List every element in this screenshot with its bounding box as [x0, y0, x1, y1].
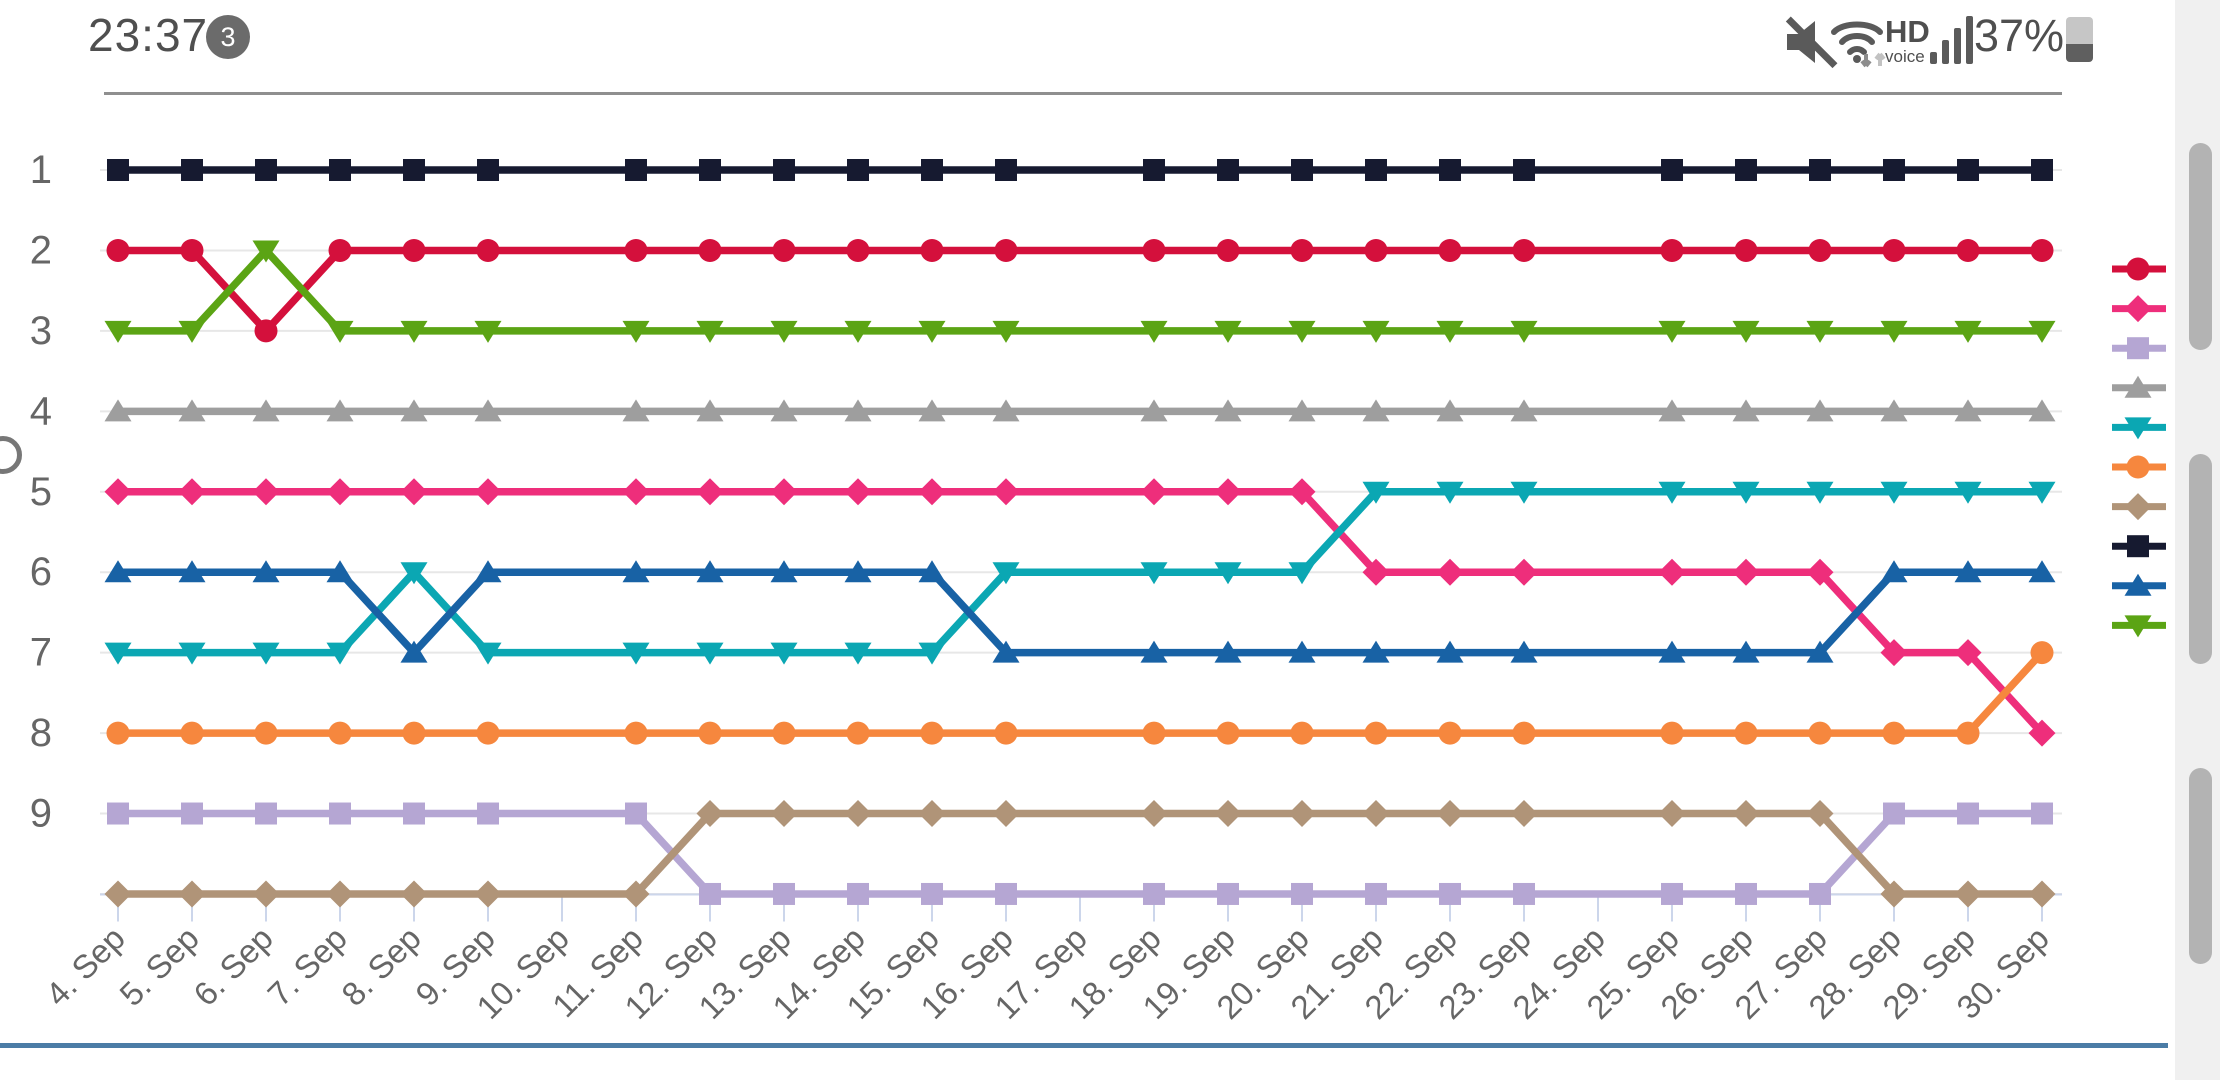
legend-item-green-triangle-down[interactable] — [2112, 615, 2166, 638]
y-axis-label: 9 — [30, 792, 52, 836]
y-axis-label: 5 — [30, 470, 52, 514]
legend-item-orange-circle[interactable] — [2112, 455, 2166, 479]
legend-item-red-circle[interactable] — [2112, 257, 2166, 281]
clipped-y-axis-title-fragment — [0, 436, 22, 474]
y-axis-label: 7 — [30, 631, 52, 675]
series-teal-triangle-down — [104, 481, 2056, 665]
legend-item-purple-square[interactable] — [2112, 337, 2166, 360]
series-gray-triangle-up — [104, 399, 2056, 422]
battery-percent-label: 37% — [1974, 10, 2065, 61]
x-axis-label: 4. Sep — [38, 919, 132, 1013]
voice-label: voice — [1885, 47, 1925, 66]
status-bar-divider — [104, 92, 2062, 95]
y-axis-label: 1 — [30, 148, 52, 192]
wifi-icon — [1831, 21, 1886, 68]
status-clock: 23:37 — [88, 9, 209, 61]
series-blue-triangle-up — [104, 560, 2056, 663]
hd-label: HD — [1885, 14, 1930, 49]
chart-legend[interactable] — [2112, 257, 2166, 638]
x-axis-label: 6. Sep — [186, 919, 280, 1013]
legend-item-brown-diamond[interactable] — [2112, 493, 2166, 521]
y-axis-label: 8 — [30, 711, 52, 755]
scrollbar-thumb[interactable] — [2189, 454, 2212, 664]
series-navy-square — [107, 159, 2053, 181]
scrollbar-thumb[interactable] — [2189, 143, 2212, 350]
battery-empty-part — [2066, 17, 2093, 44]
muted-speaker-icon — [1785, 16, 1838, 69]
y-axis-label: 3 — [30, 309, 52, 353]
series-green-triangle-down — [104, 240, 2056, 343]
battery-icon — [2066, 17, 2093, 62]
legend-item-navy-square[interactable] — [2112, 535, 2166, 558]
signal-strength-icon — [1930, 16, 1973, 64]
legend-item-pink-diamond[interactable] — [2112, 295, 2166, 323]
x-axis-label: 8. Sep — [334, 919, 428, 1013]
notification-count-badge: 3 — [206, 15, 250, 59]
y-axis-label: 6 — [30, 550, 52, 594]
legend-item-blue-triangle-up[interactable] — [2112, 573, 2166, 596]
series-purple-square — [107, 802, 2053, 905]
legend-item-teal-triangle-down[interactable] — [2112, 417, 2166, 440]
x-axis-label: 7. Sep — [260, 919, 354, 1013]
series-pink-diamond — [104, 478, 2056, 747]
x-axis-label: 5. Sep — [112, 919, 206, 1013]
legend-item-gray-triangle-up[interactable] — [2112, 375, 2166, 398]
scrollbar-thumb[interactable] — [2189, 768, 2212, 964]
series-brown-diamond — [104, 800, 2056, 908]
y-axis-label: 2 — [30, 228, 52, 272]
series-orange-circle — [106, 641, 2054, 745]
wifi-traffic-arrows — [1860, 52, 1886, 68]
battery-fill-part — [2066, 44, 2093, 62]
bottom-divider — [0, 1043, 2168, 1048]
series-red-circle — [106, 238, 2054, 343]
hd-voice-indicator: HD voice — [1885, 16, 1930, 65]
y-axis-label: 4 — [30, 389, 52, 433]
